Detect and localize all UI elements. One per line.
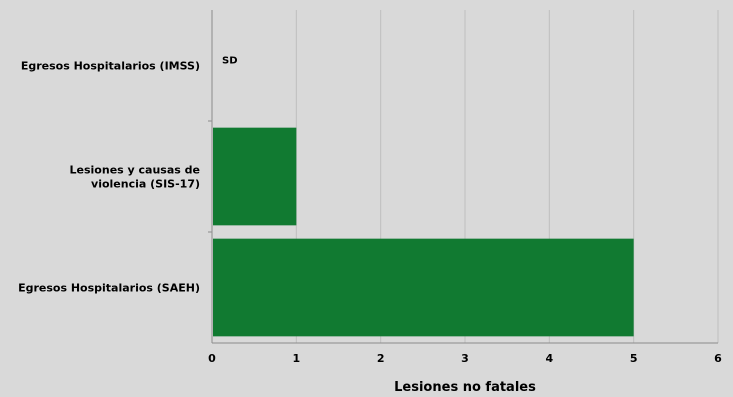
x-tick-label: 2 bbox=[377, 352, 385, 365]
axes bbox=[208, 10, 718, 344]
x-tick-labels: 0 1 2 3 4 5 6 bbox=[208, 352, 722, 365]
x-tick-label: 6 bbox=[714, 352, 722, 365]
gridlines bbox=[295, 10, 719, 343]
x-axis-title: Lesiones no fatales bbox=[394, 380, 536, 395]
x-tick-label: 1 bbox=[293, 352, 301, 365]
category-label: Egresos Hospitalarios (SAEH) bbox=[18, 282, 200, 295]
category-label: Lesiones y causas de bbox=[70, 164, 200, 177]
bars bbox=[213, 127, 634, 337]
data-label: SD bbox=[222, 56, 238, 67]
data-labels: SD bbox=[222, 56, 238, 67]
x-tick-label: 3 bbox=[461, 352, 469, 365]
category-labels: Egresos Hospitalarios (IMSS) Lesiones y c… bbox=[18, 60, 200, 295]
category-label: Egresos Hospitalarios (IMSS) bbox=[21, 60, 200, 73]
bar bbox=[213, 127, 297, 226]
x-tick-label: 0 bbox=[208, 352, 216, 365]
bar bbox=[213, 238, 634, 337]
category-label: violencia (SIS-17) bbox=[91, 178, 200, 191]
x-tick-label: 5 bbox=[630, 352, 638, 365]
x-tick-label: 4 bbox=[546, 352, 554, 365]
